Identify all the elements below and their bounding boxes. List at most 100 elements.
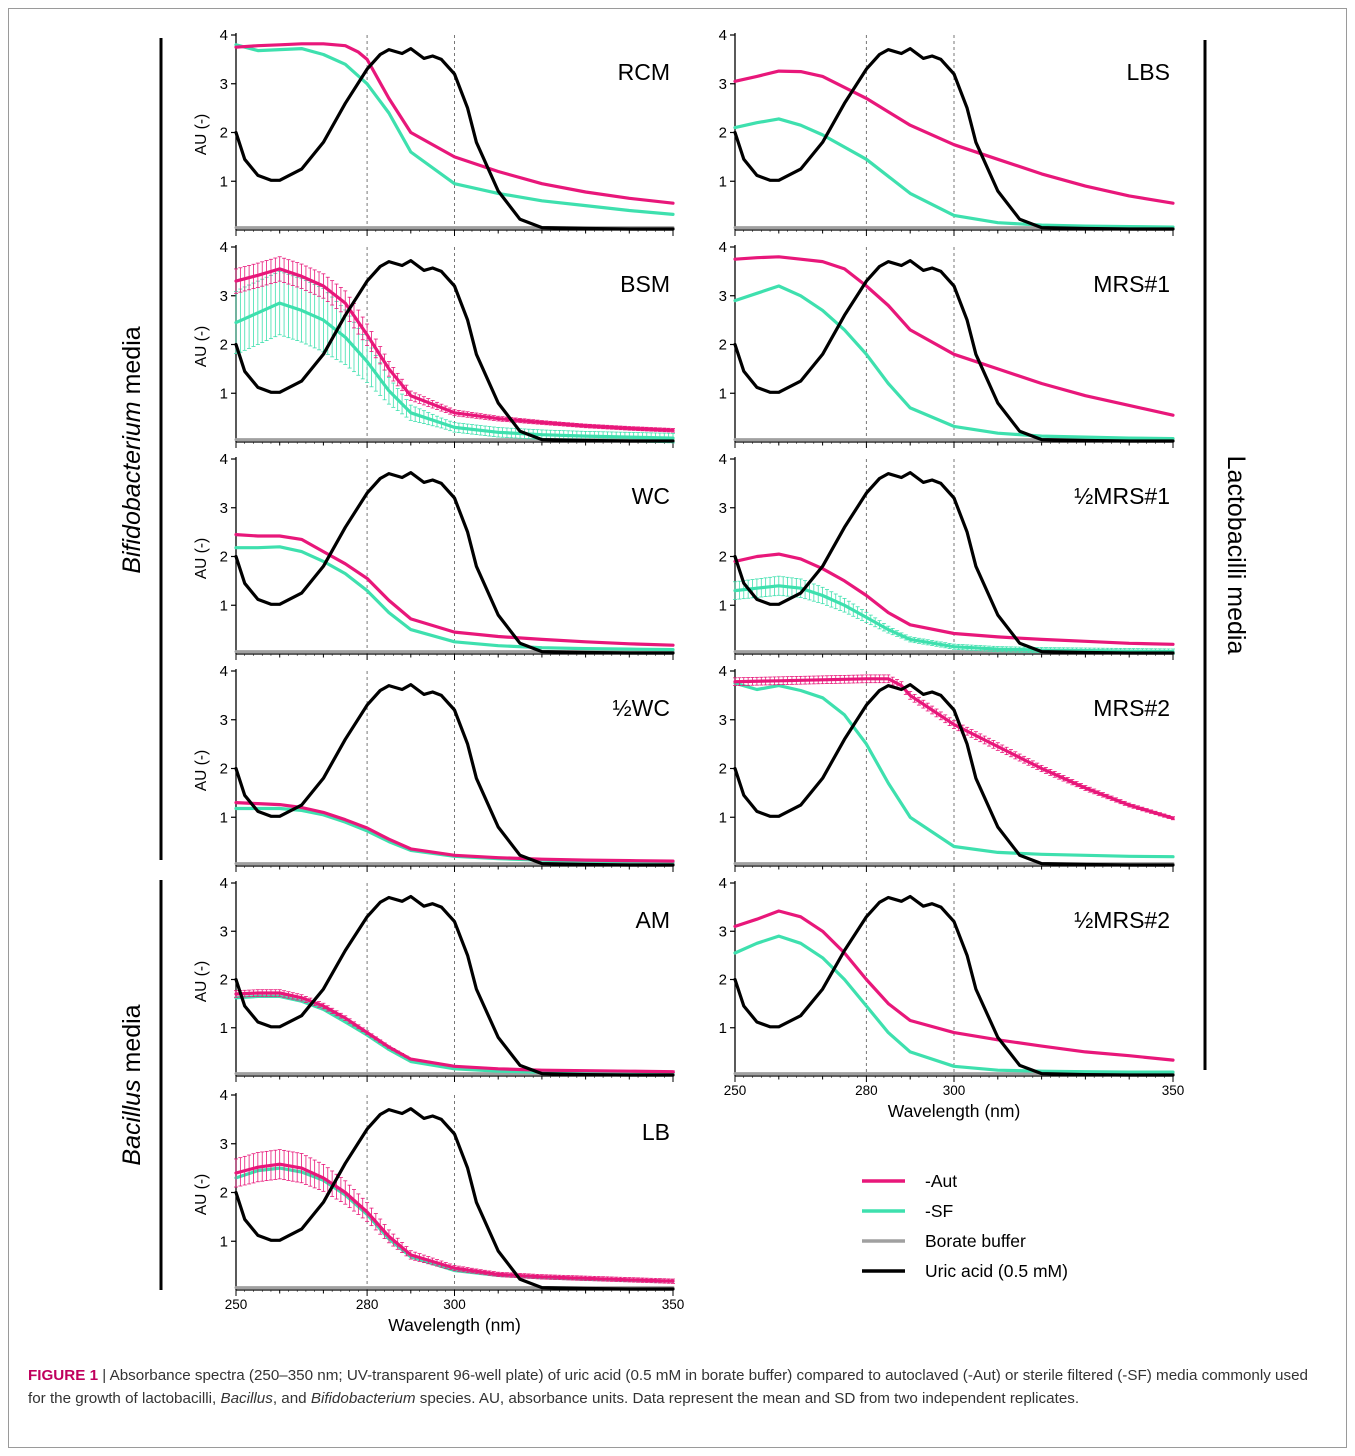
y-axis-label: AU (-) xyxy=(193,1174,210,1215)
y-tick-label: 1 xyxy=(220,597,228,614)
x-tick-label: 350 xyxy=(662,1297,685,1312)
series-sf xyxy=(733,284,1175,441)
series-uric-acid-0-5-mm xyxy=(733,46,1175,231)
y-tick-label: 1 xyxy=(220,1020,228,1037)
legend-label: Borate buffer xyxy=(925,1231,1026,1251)
x-axis-label: Wavelength (nm) xyxy=(888,1101,1021,1121)
panel-title: LBS xyxy=(1127,59,1170,85)
panel-title: MRS#2 xyxy=(1093,695,1170,721)
series-sf xyxy=(733,584,1175,654)
x-tick-label: 300 xyxy=(943,1083,966,1098)
series-aut xyxy=(234,42,675,205)
panel-4: 1 2 3 4 AU (-) WC xyxy=(193,451,675,660)
figure-caption: FIGURE 1 | Absorbance spectra (250–350 n… xyxy=(28,1364,1328,1410)
y-tick-label: 1 xyxy=(220,173,228,190)
y-tick-label: 2 xyxy=(220,972,228,989)
bifido-group-label-italic: Bifidobacterium xyxy=(118,401,146,573)
panel-title: MRS#1 xyxy=(1093,271,1170,297)
series-uric-acid-0-5-mm xyxy=(733,259,1175,443)
y-tick-label: 3 xyxy=(719,76,727,93)
series-aut xyxy=(234,532,675,647)
y-axis-label: AU (-) xyxy=(193,750,210,791)
y-tick-label: 3 xyxy=(220,288,228,305)
y-tick-label: 3 xyxy=(220,500,228,517)
lacto-group-label: Lactobacilli media xyxy=(1222,456,1250,655)
caption-separator: | xyxy=(98,1367,110,1384)
y-tick-label: 1 xyxy=(719,809,727,826)
caption-italic-1: Bacillus xyxy=(220,1390,273,1407)
panel-title: RCM xyxy=(618,59,670,85)
y-tick-label: 4 xyxy=(220,27,228,44)
series-aut xyxy=(733,69,1175,205)
y-tick-label: 3 xyxy=(719,923,727,940)
x-tick-label: 250 xyxy=(724,1083,747,1098)
y-tick-label: 1 xyxy=(719,173,727,190)
series-sf xyxy=(234,545,675,652)
series-aut xyxy=(733,909,1175,1062)
caption-text-2: , and xyxy=(272,1390,311,1407)
y-tick-label: 4 xyxy=(719,27,727,44)
panel-title: WC xyxy=(632,483,670,509)
panel-7: 1 2 3 4 MRS#2 xyxy=(719,663,1175,872)
caption-text-1: Absorbance spectra (250–350 nm; UV-trans… xyxy=(28,1367,1308,1407)
y-tick-label: 2 xyxy=(220,549,228,566)
y-tick-label: 4 xyxy=(220,875,228,892)
series-aut xyxy=(733,255,1175,417)
y-tick-label: 4 xyxy=(220,239,228,256)
y-tick-label: 4 xyxy=(719,239,727,256)
y-tick-label: 2 xyxy=(719,125,727,142)
panel-title: ½MRS#2 xyxy=(1074,907,1170,933)
x-tick-label: 250 xyxy=(225,1297,248,1312)
y-axis-label: AU (-) xyxy=(193,326,210,367)
y-axis-label: AU (-) xyxy=(193,961,210,1002)
series-uric-acid-0-5-mm xyxy=(733,682,1175,867)
x-tick-label: 350 xyxy=(1162,1083,1185,1098)
y-tick-label: 1 xyxy=(220,809,228,826)
caption-label: FIGURE 1 xyxy=(28,1367,99,1384)
panel-10: 1 2 3 4 AU (-) LB 250 280 300 350 Wavelength (nm) xyxy=(193,1087,684,1335)
series-uric-acid-0-5-mm xyxy=(733,894,1175,1077)
y-tick-label: 1 xyxy=(719,597,727,614)
x-tick-label: 280 xyxy=(356,1297,379,1312)
bacillus-group-label-italic: Bacillus xyxy=(118,1079,146,1165)
x-tick-label: 280 xyxy=(855,1083,878,1098)
panel-title: ½WC xyxy=(613,695,671,721)
series-aut xyxy=(234,1162,675,1283)
y-tick-label: 4 xyxy=(719,663,727,680)
series-uric-acid-0-5-mm xyxy=(234,471,675,655)
y-tick-label: 1 xyxy=(719,1020,727,1037)
y-tick-label: 3 xyxy=(220,1136,228,1153)
y-tick-label: 3 xyxy=(719,288,727,305)
y-tick-label: 3 xyxy=(220,923,228,940)
y-tick-label: 1 xyxy=(719,385,727,402)
y-tick-label: 2 xyxy=(220,761,228,778)
y-tick-label: 2 xyxy=(719,337,727,354)
panel-3: 1 2 3 4 MRS#1 xyxy=(719,239,1175,448)
series-aut xyxy=(234,991,675,1074)
y-tick-label: 2 xyxy=(719,761,727,778)
series-uric-acid-0-5-mm xyxy=(234,259,675,443)
y-tick-label: 2 xyxy=(220,125,228,142)
y-axis-label: AU (-) xyxy=(193,114,210,155)
panel-title: LB xyxy=(642,1119,670,1145)
panel-6: 1 2 3 4 AU (-) ½WC xyxy=(193,663,675,872)
y-tick-label: 3 xyxy=(220,76,228,93)
series-uric-acid-0-5-mm xyxy=(733,471,1175,655)
y-tick-label: 2 xyxy=(719,549,727,566)
series-aut xyxy=(733,552,1175,646)
bacillus-group-label-rest: media xyxy=(118,1004,146,1079)
figure-frame xyxy=(8,8,1347,1448)
series-uric-acid-0-5-mm xyxy=(234,682,675,867)
panel-9: 1 2 3 4 ½MRS#2 250 280 300 350 Wavelength (nm) xyxy=(719,875,1185,1121)
y-tick-label: 1 xyxy=(220,385,228,402)
series-sf xyxy=(733,117,1175,229)
y-tick-label: 3 xyxy=(719,712,727,729)
panel-title: BSM xyxy=(620,271,670,297)
panel-1: 1 2 3 4 LBS xyxy=(719,27,1175,236)
series-sf xyxy=(733,934,1175,1074)
series-aut xyxy=(234,267,675,432)
y-tick-label: 2 xyxy=(220,1185,228,1202)
series-aut xyxy=(234,800,675,863)
y-tick-label: 2 xyxy=(220,337,228,354)
bifido-group-label: Bifidobacterium media xyxy=(118,326,146,573)
